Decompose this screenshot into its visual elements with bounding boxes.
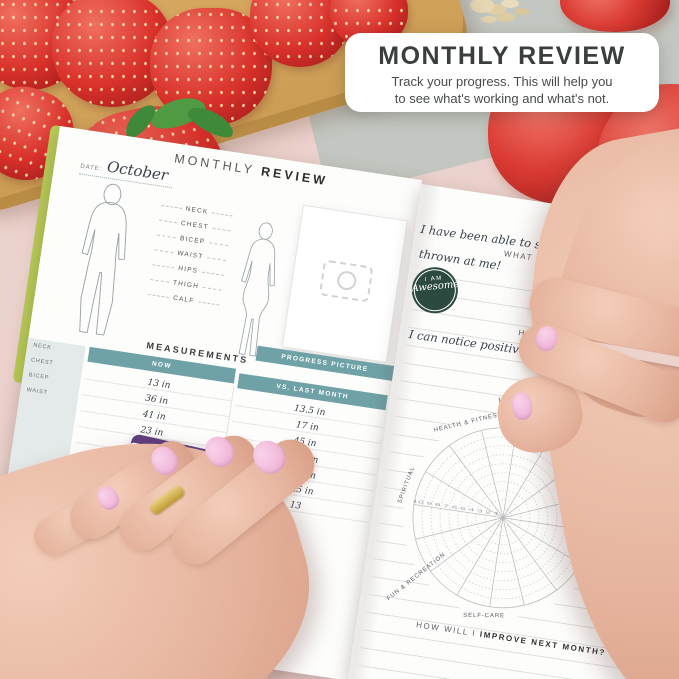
female-body-diagram bbox=[238, 222, 276, 357]
callout-title: MONTHLY REVIEW bbox=[378, 42, 626, 70]
body-label: CHEST bbox=[180, 219, 210, 232]
body-label: NECK bbox=[185, 205, 209, 216]
body-label: HIPS bbox=[177, 265, 199, 275]
male-body-diagram bbox=[79, 183, 127, 336]
camera-icon bbox=[318, 259, 374, 303]
wheel-label: SELF-CARE bbox=[463, 613, 505, 619]
body-label: CALF bbox=[172, 294, 195, 305]
body-label: WAIST bbox=[176, 249, 204, 261]
progress-picture-frame bbox=[281, 204, 408, 363]
monthly-review-callout: MONTHLY REVIEW Track your progress. This… bbox=[345, 33, 659, 112]
body-label: THIGH bbox=[172, 279, 200, 291]
left-page-title: MONTHLY REVIEW bbox=[173, 151, 329, 189]
callout-subtitle-line2: to see what's working and what's not. bbox=[394, 91, 610, 106]
vs-value: 13 bbox=[289, 500, 302, 512]
callout-subtitle-line1: Track your progress. This will help you bbox=[391, 74, 613, 89]
left-page: MONTHLY REVIEW DATE: October NECK CHEST … bbox=[0, 126, 422, 679]
date-label: DATE: bbox=[79, 163, 103, 173]
body-label: BICEP bbox=[179, 235, 206, 246]
body-label-list: NECK CHEST BICEP WAIST HIPS THIGH CALF bbox=[143, 197, 238, 313]
oats bbox=[470, 0, 494, 13]
